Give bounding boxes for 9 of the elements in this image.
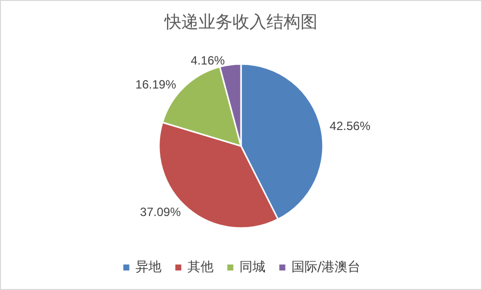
data-label: 37.09% [140,204,182,219]
data-label: 16.19% [135,77,176,92]
legend-label: 国际/港澳台 [291,260,361,275]
legend-label: 其他 [187,260,214,275]
data-label: 4.16% [190,54,226,68]
legend-label: 同城 [239,260,266,275]
legend-label: 异地 [135,260,162,275]
chart-title: 快递业务收入结构图 [164,12,318,32]
data-label: 42.56% [330,119,371,134]
